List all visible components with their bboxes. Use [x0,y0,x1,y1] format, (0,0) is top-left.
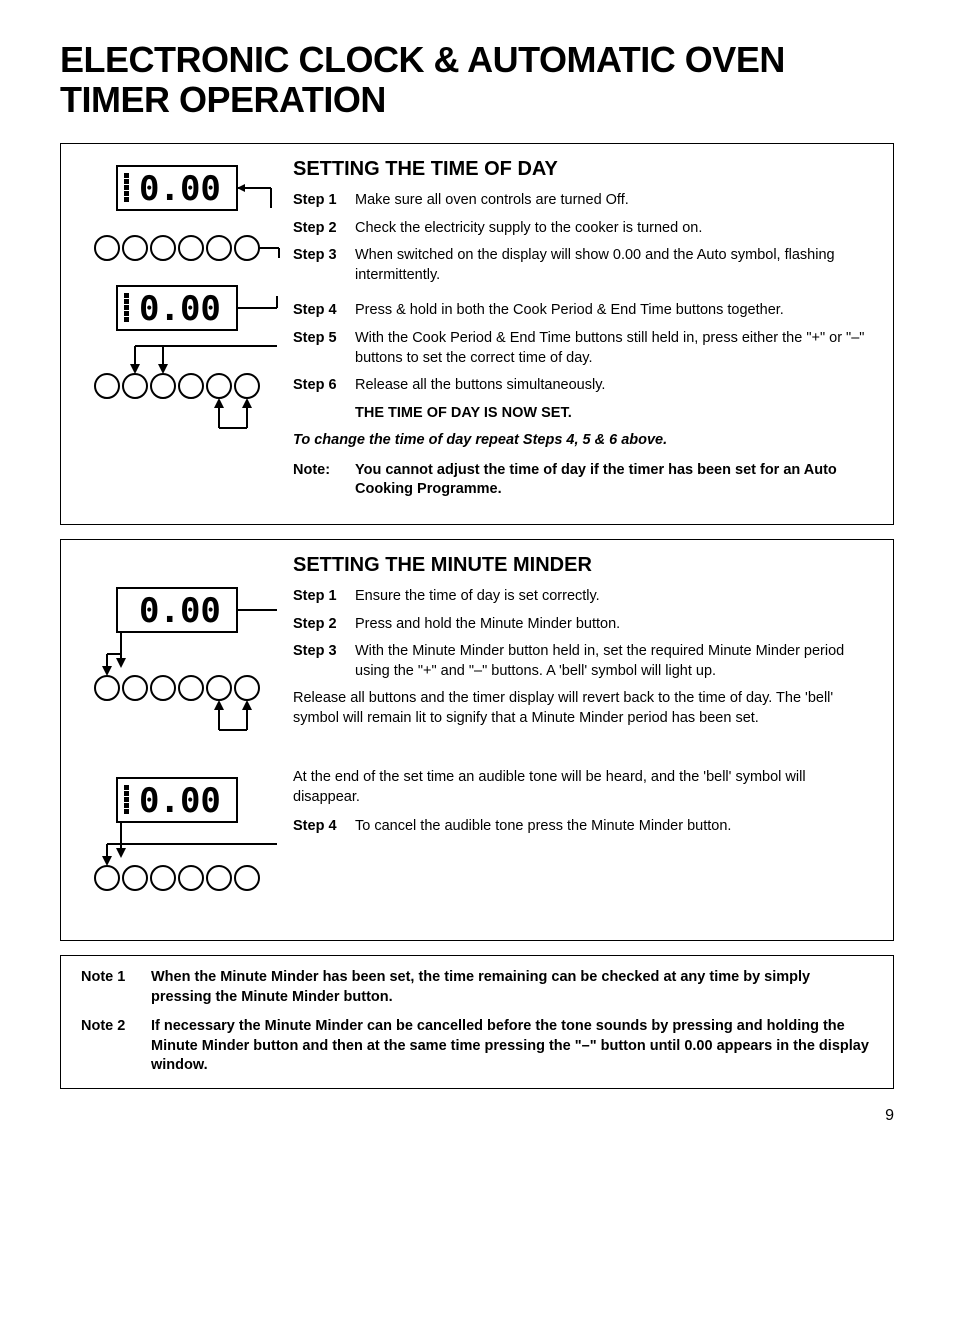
mm-step-1: Step 1 Ensure the time of day is set cor… [293,587,873,607]
notes-panel: Note 1 When the Minute Minder has been s… [60,955,894,1089]
note-2: Note 2 If necessary the Minute Minder ca… [81,1017,873,1076]
section-setting-time: 0.00 [60,143,894,525]
note-1: Note 1 When the Minute Minder has been s… [81,968,873,1007]
svg-text:0.00: 0.00 [139,591,221,631]
section-a-heading: SETTING THE TIME OF DAY [293,158,873,181]
section-b-heading: SETTING THE MINUTE MINDER [293,554,873,577]
section-minute-minder: 0.00 [60,539,894,941]
time-now-set: THE TIME OF DAY IS NOW SET. [293,404,873,424]
mm-end-text: At the end of the set time an audible to… [293,768,873,807]
diagram-minder-1: 0.00 [81,584,281,744]
auto-programme-note: Note: You cannot adjust the time of day … [293,461,873,500]
step-3: Step 3 When switched on the display will… [293,246,873,285]
svg-text:0.00: 0.00 [139,169,221,209]
svg-text:0.00: 0.00 [139,289,221,329]
mm-step-2: Step 2 Press and hold the Minute Minder … [293,615,873,635]
page-number: 9 [60,1107,894,1125]
diagram-time-display-1: 0.00 [81,158,281,278]
mm-step-3: Step 3 With the Minute Minder button hel… [293,642,873,681]
diagram-minder-2: 0.00 [81,774,281,924]
svg-text:0.00: 0.00 [139,781,221,821]
step-6: Step 6 Release all the buttons simultane… [293,376,873,396]
change-time-note: To change the time of day repeat Steps 4… [293,431,873,451]
step-1: Step 1 Make sure all oven controls are t… [293,191,873,211]
diagram-time-display-2: 0.00 [81,278,281,438]
page-title: ELECTRONIC CLOCK & AUTOMATIC OVEN TIMER … [60,40,894,119]
step-2: Step 2 Check the electricity supply to t… [293,219,873,239]
step-5: Step 5 With the Cook Period & End Time b… [293,329,873,368]
mm-step-4: Step 4 To cancel the audible tone press … [293,817,873,837]
mm-release-text: Release all buttons and the timer displa… [293,689,873,728]
step-4: Step 4 Press & hold in both the Cook Per… [293,301,873,321]
